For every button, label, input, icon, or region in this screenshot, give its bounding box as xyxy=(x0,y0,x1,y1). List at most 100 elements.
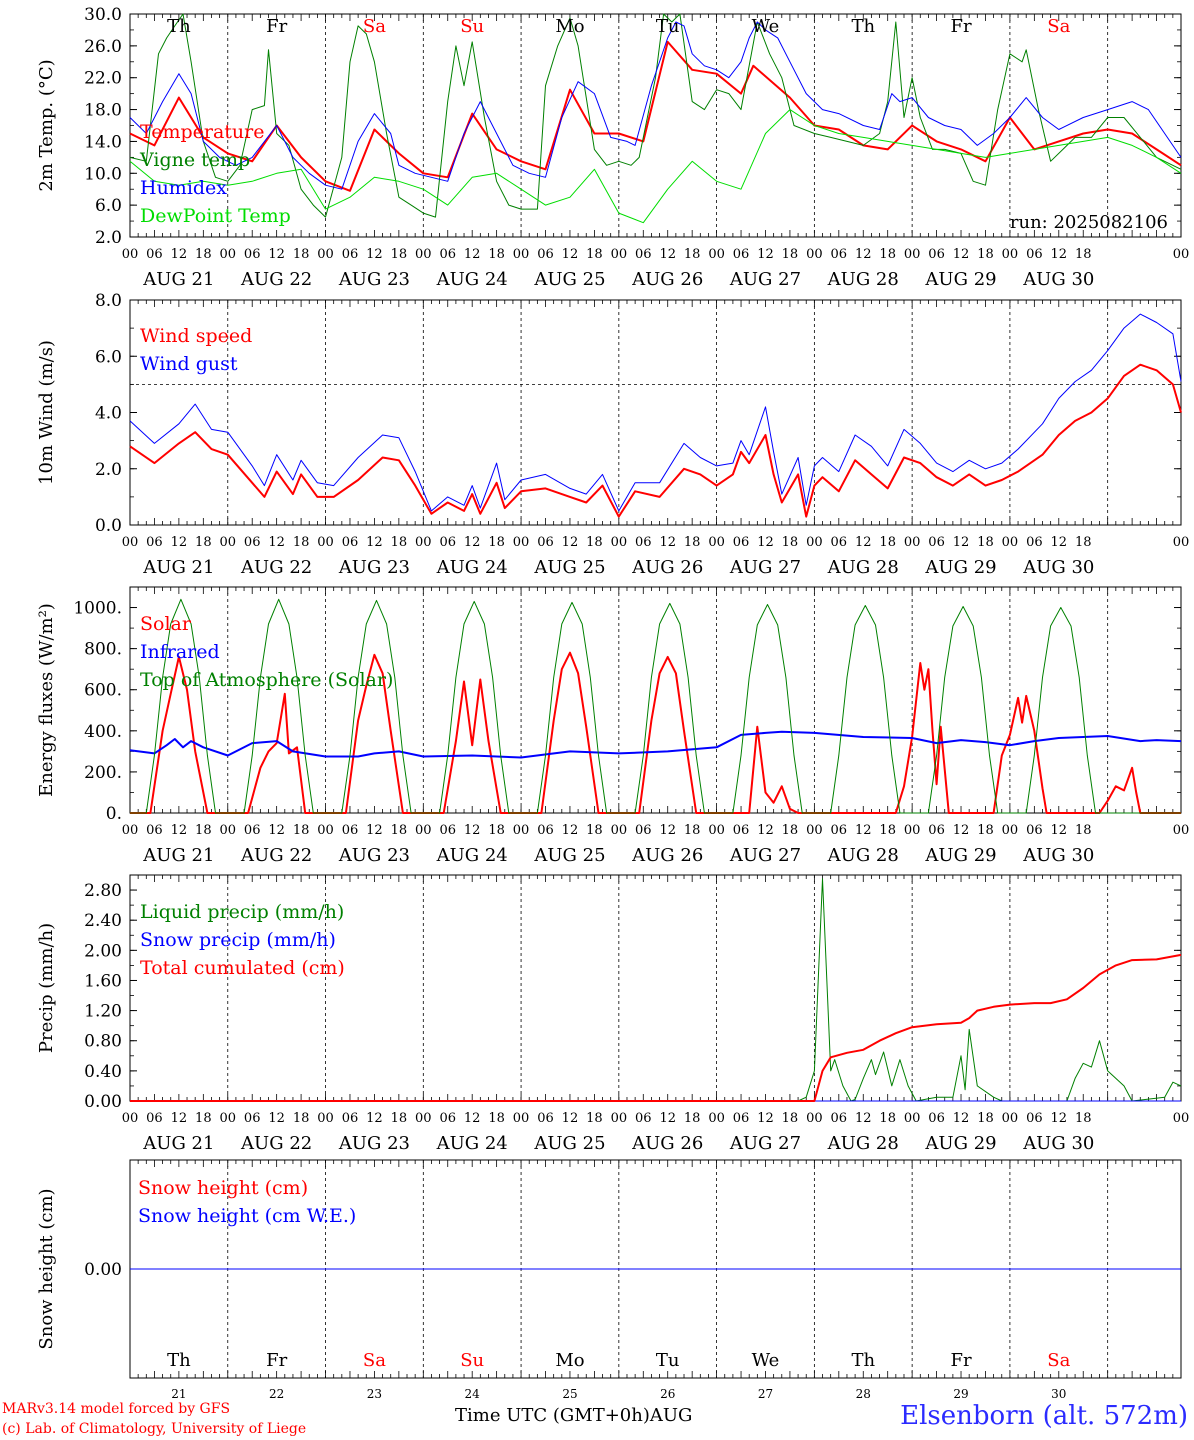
hour-tick-label: 18 xyxy=(782,823,799,838)
hour-tick-label: 06 xyxy=(439,247,456,262)
legend-entry: Temperature xyxy=(140,121,264,143)
day-number-label: 29 xyxy=(953,1387,968,1401)
series-line xyxy=(129,109,1182,224)
hour-tick-label: 00 xyxy=(611,535,628,550)
hour-tick-label: 18 xyxy=(391,535,408,550)
x-axis-title-text: Time UTC (GMT+0h) xyxy=(455,1405,650,1426)
hour-tick-label: 12 xyxy=(855,247,872,262)
day-of-week-label: Mo xyxy=(555,16,584,37)
hour-tick-label: 18 xyxy=(391,1111,408,1126)
day-of-week-label: Tu xyxy=(656,1350,680,1371)
hour-tick-label: 12 xyxy=(268,1111,285,1126)
hour-tick-label: 18 xyxy=(879,823,896,838)
legend-entry: Liquid precip (mm/h) xyxy=(140,901,344,923)
hour-tick-label: 12 xyxy=(953,823,970,838)
y-tick-label: 2.40 xyxy=(84,911,122,931)
y-tick-label: 6.0 xyxy=(95,196,122,216)
hour-tick-label: 00 xyxy=(904,247,921,262)
hour-tick-label: 06 xyxy=(831,1111,848,1126)
y-tick-label: 0.40 xyxy=(84,1062,122,1082)
series-line xyxy=(130,953,1182,1102)
hour-tick-label: 18 xyxy=(195,823,212,838)
hour-tick-label: 06 xyxy=(831,823,848,838)
date-label: AUG 24 xyxy=(436,845,508,866)
hour-tick-label: 00 xyxy=(122,1111,139,1126)
hour-tick-label: 18 xyxy=(782,535,799,550)
y-tick-label: 0.00 xyxy=(84,1260,122,1280)
hour-tick-label: 00 xyxy=(1173,823,1190,838)
hour-tick-label: 18 xyxy=(391,247,408,262)
hour-tick-label: 00 xyxy=(806,247,823,262)
hour-tick-label: 06 xyxy=(928,1111,945,1126)
day-number-label: 27 xyxy=(758,1387,773,1401)
day-number-label: 28 xyxy=(856,1387,871,1401)
panel-5: 0.00 Snow height (cm) Snow height (cm) Snow… xyxy=(36,1159,1182,1401)
hour-tick-label: 18 xyxy=(488,535,505,550)
date-label: AUG 21 xyxy=(142,269,214,290)
y-tick-label: 1000. xyxy=(73,599,122,619)
hour-tick-label: 06 xyxy=(928,535,945,550)
hour-tick-label: 06 xyxy=(635,1111,652,1126)
lab-credit: (c) Lab. of Climatology, University of L… xyxy=(2,1421,307,1437)
hour-tick-label: 18 xyxy=(293,1111,310,1126)
hour-tick-label: 00 xyxy=(806,1111,823,1126)
hour-tick-label: 00 xyxy=(219,823,236,838)
hour-tick-label: 18 xyxy=(684,823,701,838)
date-label: AUG 25 xyxy=(533,557,605,578)
day-of-week-label: Fr xyxy=(266,16,287,37)
hour-tick-label: 12 xyxy=(757,535,774,550)
hour-tick-label: 12 xyxy=(659,1111,676,1126)
date-label: AUG 23 xyxy=(338,269,410,290)
hour-tick-label: 18 xyxy=(879,247,896,262)
hour-tick-label: 18 xyxy=(293,823,310,838)
y-tick-label: 0.80 xyxy=(84,1032,122,1052)
y-tick-label: 4.0 xyxy=(95,404,122,424)
hour-tick-label: 12 xyxy=(268,823,285,838)
y-tick-label: 2.80 xyxy=(84,881,122,901)
date-label: AUG 29 xyxy=(924,557,996,578)
date-label: AUG 27 xyxy=(729,1133,801,1154)
y-tick-label: 2.0 xyxy=(95,228,122,248)
hour-tick-label: 00 xyxy=(806,535,823,550)
hour-tick-label: 18 xyxy=(586,535,603,550)
hour-tick-label: 12 xyxy=(562,535,579,550)
hour-tick-label: 18 xyxy=(977,1111,994,1126)
hour-tick-label: 18 xyxy=(586,823,603,838)
day-of-week-label: Fr xyxy=(266,1350,287,1371)
hour-tick-label: 06 xyxy=(1026,535,1043,550)
day-number-label: 23 xyxy=(367,1387,382,1401)
legend-entry: Humidex xyxy=(140,177,227,199)
hour-tick-label: 00 xyxy=(1173,1111,1190,1126)
date-label: AUG 22 xyxy=(240,1133,312,1154)
hour-tick-label: 06 xyxy=(831,247,848,262)
hour-tick-label: 12 xyxy=(953,1111,970,1126)
day-of-week-label: Mo xyxy=(555,1350,584,1371)
date-label: AUG 26 xyxy=(631,1133,703,1154)
hour-tick-label: 06 xyxy=(635,535,652,550)
date-label: AUG 26 xyxy=(631,269,703,290)
hour-tick-label: 00 xyxy=(904,823,921,838)
day-of-week-label: Sa xyxy=(363,16,386,37)
hour-tick-label: 12 xyxy=(562,247,579,262)
hour-tick-label: 12 xyxy=(268,535,285,550)
hour-tick-label: 12 xyxy=(366,823,383,838)
hour-tick-label: 18 xyxy=(977,823,994,838)
date-label: AUG 30 xyxy=(1022,269,1094,290)
y-tick-label: 14.0 xyxy=(84,132,122,152)
hour-tick-label: 18 xyxy=(684,1111,701,1126)
date-label: AUG 23 xyxy=(338,557,410,578)
date-label: AUG 28 xyxy=(827,557,899,578)
hour-tick-label: 06 xyxy=(537,247,554,262)
hour-tick-label: 00 xyxy=(317,823,334,838)
day-of-week-label: Th xyxy=(167,16,191,37)
hour-tick-label: 06 xyxy=(733,823,750,838)
y-tick-label: 0.00 xyxy=(84,1092,122,1112)
legend-entry: Solar xyxy=(140,613,192,635)
hour-tick-label: 06 xyxy=(831,535,848,550)
day-number-label: 26 xyxy=(660,1387,675,1401)
day-of-week-label: We xyxy=(752,16,780,37)
date-label: AUG 26 xyxy=(631,845,703,866)
hour-tick-label: 06 xyxy=(244,1111,261,1126)
hour-tick-label: 18 xyxy=(391,823,408,838)
hour-tick-label: 18 xyxy=(977,535,994,550)
